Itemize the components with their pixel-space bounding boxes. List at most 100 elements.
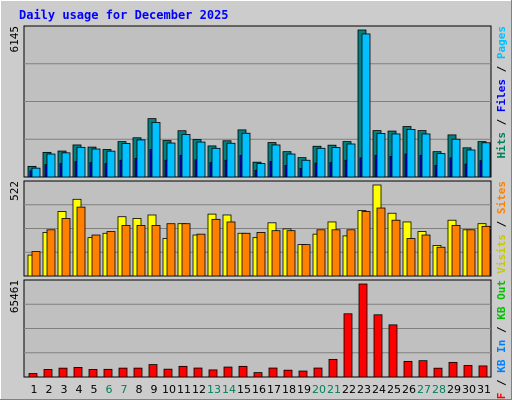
bar-sites bbox=[241, 232, 251, 277]
y-max-label: 6145 bbox=[8, 26, 21, 53]
legend-separator: / bbox=[495, 59, 508, 79]
y-max-label: 65461 bbox=[8, 280, 21, 313]
bar-pages bbox=[331, 147, 341, 178]
legend-item: KB Out bbox=[495, 280, 508, 320]
bar-kb bbox=[208, 369, 218, 378]
bar-kb bbox=[478, 365, 488, 378]
bar-kb bbox=[223, 366, 233, 378]
bar-pages bbox=[361, 33, 371, 178]
x-tick-label: 31 bbox=[477, 383, 491, 396]
bar-pages bbox=[316, 147, 326, 178]
bar-pages bbox=[151, 122, 161, 178]
bar-kb bbox=[58, 367, 68, 378]
bar-sites bbox=[91, 234, 101, 277]
chart-title: Daily usage for December 2025 bbox=[19, 8, 229, 22]
bar-kb bbox=[403, 360, 413, 378]
x-tick-label: 19 bbox=[297, 383, 311, 396]
bar-sites bbox=[31, 251, 41, 277]
bar-kb bbox=[298, 370, 308, 378]
x-tick-label: 7 bbox=[121, 383, 128, 396]
bar-pages bbox=[136, 139, 146, 178]
x-tick-label: 15 bbox=[237, 383, 251, 396]
x-tick-label: 16 bbox=[252, 383, 266, 396]
bar-pages bbox=[241, 132, 251, 178]
bars bbox=[27, 184, 491, 277]
bar-sites bbox=[196, 233, 206, 277]
bar-kb bbox=[133, 367, 143, 378]
bar-sites bbox=[121, 225, 131, 277]
bar-kb bbox=[118, 367, 128, 378]
x-tick-label: 9 bbox=[151, 383, 158, 396]
bar-kb bbox=[373, 314, 383, 378]
bar-pages bbox=[76, 146, 86, 178]
bar-sites bbox=[136, 225, 146, 277]
bar-sites bbox=[181, 223, 191, 277]
bar-pages bbox=[451, 138, 461, 178]
bar-sites bbox=[346, 229, 356, 277]
bar-sites bbox=[421, 234, 431, 277]
x-tick-label: 27 bbox=[417, 383, 431, 396]
bar-pages bbox=[301, 159, 311, 178]
bar-sites bbox=[286, 230, 296, 277]
bar-sites bbox=[391, 219, 401, 277]
x-axis-labels: 1 2 3 4 5 6 7 8 9 10 11 12 13 14 15 16 17 18 19 20 21 22 23 24 2… bbox=[31, 383, 492, 396]
panel-2: 522 Visits / Sites bbox=[8, 180, 508, 277]
bar-pages bbox=[391, 133, 401, 178]
x-tick-label: 1 bbox=[31, 383, 38, 396]
legend-item: KB In bbox=[495, 340, 508, 373]
x-tick-label: 14 bbox=[222, 383, 236, 396]
bar-pages bbox=[46, 153, 56, 178]
bar-sites bbox=[361, 211, 371, 277]
bar-pages bbox=[61, 152, 71, 178]
x-tick-label: 10 bbox=[162, 383, 176, 396]
bar-sites bbox=[436, 246, 446, 277]
x-tick-label: 2 bbox=[46, 383, 53, 396]
bar-pages bbox=[166, 142, 176, 178]
bar-pages bbox=[31, 167, 41, 178]
bar-pages bbox=[376, 133, 386, 178]
bar-pages bbox=[181, 134, 191, 178]
bar-kb bbox=[283, 369, 293, 378]
bar-sites bbox=[406, 238, 416, 277]
bar-sites bbox=[61, 218, 71, 277]
x-tick-label: 28 bbox=[432, 383, 446, 396]
x-tick-label: 25 bbox=[387, 383, 401, 396]
bar-kb bbox=[388, 324, 398, 378]
legend-separator: / bbox=[495, 373, 508, 393]
bar-kb bbox=[193, 367, 203, 378]
bar-sites bbox=[301, 244, 311, 277]
legend-separator: / bbox=[495, 214, 508, 234]
bar-kb bbox=[28, 373, 38, 378]
x-tick-label: 6 bbox=[106, 383, 113, 396]
x-tick-label: 11 bbox=[177, 383, 191, 396]
x-tick-label: 3 bbox=[61, 383, 68, 396]
bar-sites bbox=[376, 207, 386, 277]
bar-kb bbox=[43, 369, 53, 378]
bars bbox=[28, 283, 488, 378]
bar-kb bbox=[163, 368, 173, 378]
bars bbox=[27, 29, 491, 178]
legend-separator: / bbox=[495, 112, 508, 132]
bar-sites bbox=[151, 225, 161, 277]
bar-sites bbox=[106, 231, 116, 277]
bar-pages bbox=[196, 141, 206, 178]
bar-sites bbox=[316, 229, 326, 277]
x-tick-label: 26 bbox=[402, 383, 416, 396]
bar-kb bbox=[358, 283, 368, 378]
bar-kb bbox=[313, 367, 323, 378]
panel-1: 6145 Hits / Files / Pages bbox=[8, 25, 508, 178]
bar-sites bbox=[481, 225, 491, 277]
bar-sites bbox=[211, 218, 221, 277]
legend: KB F / KB In / KB Out bbox=[495, 280, 508, 400]
x-tick-label: 22 bbox=[342, 383, 356, 396]
bar-pages bbox=[346, 143, 356, 178]
legend-item: Hits bbox=[495, 132, 508, 159]
x-tick-label: 20 bbox=[312, 383, 326, 396]
bar-kb bbox=[178, 365, 188, 378]
bar-pages bbox=[466, 149, 476, 178]
bar-sites bbox=[256, 232, 266, 277]
y-max-label: 522 bbox=[8, 181, 21, 201]
legend-separator: / bbox=[495, 320, 508, 340]
x-tick-label: 24 bbox=[372, 383, 386, 396]
x-tick-label: 12 bbox=[192, 383, 206, 396]
